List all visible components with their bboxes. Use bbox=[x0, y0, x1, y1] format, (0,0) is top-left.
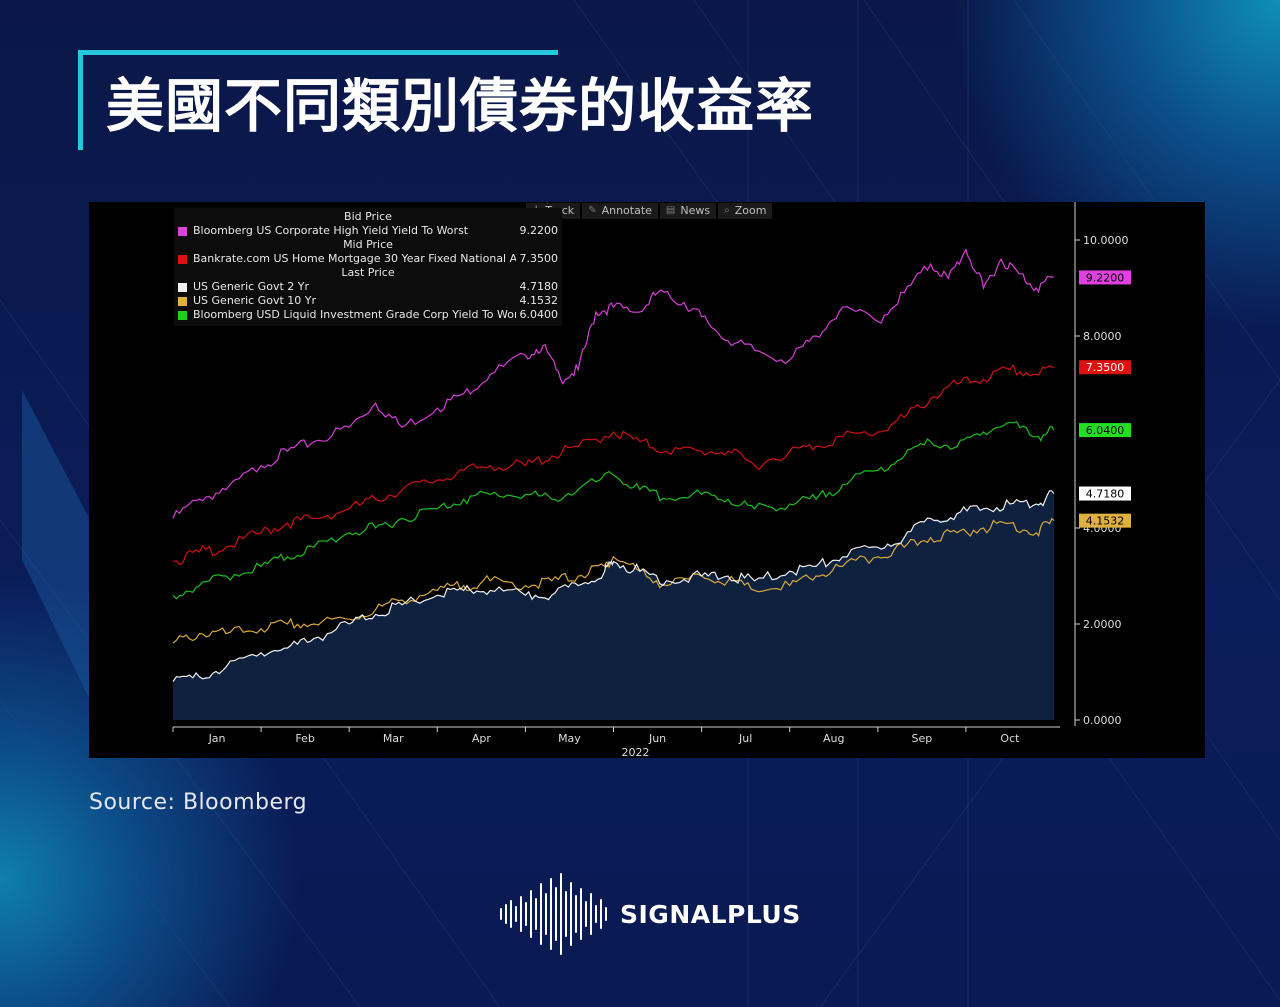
legend-item-name: Bankrate.com US Home Mortgage 30 Year Fi… bbox=[193, 252, 516, 265]
news-icon: ▤ bbox=[665, 205, 676, 216]
last-value-label: 4.1532 bbox=[1079, 513, 1131, 528]
title-frame bbox=[78, 50, 558, 150]
x-tick-label: Apr bbox=[472, 732, 492, 745]
legend-item[interactable]: US Generic Govt 2 Yr 4.7180 bbox=[178, 280, 558, 294]
page-title: 美國不同類別債券的收益率 bbox=[106, 72, 815, 140]
x-tick-label: May bbox=[558, 732, 581, 745]
last-value-label: 7.3500 bbox=[1079, 360, 1131, 375]
series-line bbox=[172, 363, 1055, 566]
legend-swatch bbox=[178, 226, 187, 236]
brand-name: SIGNALPLUS bbox=[620, 899, 801, 929]
svg-text:7.3500: 7.3500 bbox=[1086, 361, 1125, 374]
legend-item[interactable]: Bankrate.com US Home Mortgage 30 Year Fi… bbox=[178, 252, 558, 266]
chart-legend: Bid Price Bloomberg US Corporate High Yi… bbox=[174, 208, 562, 326]
waveform-bars-icon bbox=[500, 873, 607, 955]
x-tick-label: Oct bbox=[1000, 732, 1020, 745]
source-note: Source: Bloomberg bbox=[89, 790, 308, 815]
legend-swatch bbox=[178, 310, 187, 320]
legend-group-header: Bid Price bbox=[344, 210, 392, 223]
chart-panel: 0.0000 2.0000 4.0000 8.0000 10.0000 Jan Feb Mar… bbox=[89, 202, 1205, 758]
x-tick-label: Sep bbox=[911, 732, 932, 745]
y-tick-label: 0.0000 bbox=[1083, 714, 1122, 727]
annotate-button[interactable]: ✎ Annotate bbox=[582, 203, 658, 219]
last-value-label: 6.0400 bbox=[1079, 423, 1131, 438]
last-value-label: 4.7180 bbox=[1079, 486, 1131, 501]
y-tick-label: 2.0000 bbox=[1083, 618, 1122, 631]
legend-group-header: Mid Price bbox=[343, 238, 393, 251]
last-value-label: 9.2200 bbox=[1079, 270, 1131, 285]
series-line bbox=[172, 420, 1055, 600]
svg-text:4.1532: 4.1532 bbox=[1086, 515, 1125, 528]
legend-swatch bbox=[178, 254, 187, 264]
legend-item-name: Bloomberg US Corporate High Yield Yield … bbox=[193, 224, 469, 237]
pencil-icon: ✎ bbox=[588, 205, 597, 216]
legend-swatch bbox=[178, 296, 187, 306]
zoom-button[interactable]: ⌕ Zoom bbox=[718, 203, 773, 219]
x-tick-label: Mar bbox=[383, 732, 404, 745]
legend-item-name: US Generic Govt 2 Yr bbox=[193, 280, 309, 293]
x-tick-label: Jun bbox=[648, 732, 666, 745]
legend-item[interactable]: US Generic Govt 10 Yr 4.1532 bbox=[178, 294, 558, 308]
legend-item-value: 9.2200 bbox=[519, 224, 559, 237]
legend-item-name: US Generic Govt 10 Yr bbox=[193, 294, 316, 307]
x-tick-label: Feb bbox=[295, 732, 314, 745]
govt-2yr-area bbox=[173, 492, 1054, 720]
legend-item[interactable]: Bloomberg US Corporate High Yield Yield … bbox=[178, 224, 558, 238]
news-button[interactable]: ▤ News bbox=[659, 203, 717, 219]
series-line bbox=[172, 248, 1055, 519]
news-label: News bbox=[680, 204, 711, 217]
annotate-label: Annotate bbox=[601, 204, 652, 217]
brand-logo: SIGNALPLUS bbox=[498, 872, 801, 956]
magnifier-icon: ⌕ bbox=[724, 205, 730, 216]
x-tick-label: Aug bbox=[823, 732, 844, 745]
legend-group-header: Last Price bbox=[341, 266, 395, 279]
chart-toolbar: ✛Track ✎Annotate ▤News ⌕Zoom bbox=[526, 203, 773, 219]
y-tick-label: 10.0000 bbox=[1083, 234, 1129, 247]
legend-item-value: 7.3500 bbox=[519, 252, 559, 265]
legend-swatch bbox=[178, 282, 187, 292]
svg-text:4.7180: 4.7180 bbox=[1086, 488, 1125, 501]
legend-item-value: 4.1532 bbox=[519, 294, 559, 307]
svg-text:9.2200: 9.2200 bbox=[1086, 271, 1125, 284]
x-tick-label: Jan bbox=[208, 732, 226, 745]
legend-item[interactable]: Bloomberg USD Liquid Investment Grade Co… bbox=[178, 308, 558, 322]
x-axis-label: 2022 bbox=[622, 746, 650, 758]
y-tick-label: 8.0000 bbox=[1083, 330, 1122, 343]
svg-text:6.0400: 6.0400 bbox=[1086, 424, 1125, 437]
legend-item-name: Bloomberg USD Liquid Investment Grade Co… bbox=[193, 308, 516, 321]
x-tick-label: Jul bbox=[738, 732, 752, 745]
legend-item-value: 4.7180 bbox=[519, 280, 559, 293]
zoom-label: Zoom bbox=[734, 204, 767, 217]
series-line bbox=[172, 517, 1055, 644]
legend-item-value: 6.0400 bbox=[519, 308, 559, 321]
series-line bbox=[172, 490, 1055, 682]
